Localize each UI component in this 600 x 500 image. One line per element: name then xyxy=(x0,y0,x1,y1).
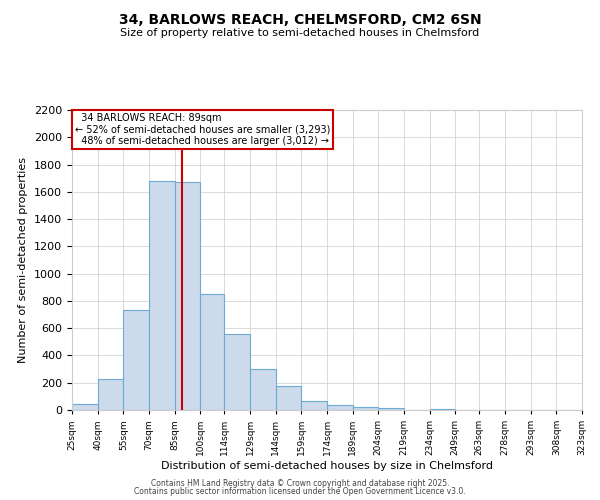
Bar xyxy=(301,401,327,410)
Bar xyxy=(175,182,200,410)
Bar xyxy=(72,404,98,410)
Bar xyxy=(149,181,175,410)
Text: Contains HM Land Registry data © Crown copyright and database right 2025.: Contains HM Land Registry data © Crown c… xyxy=(151,478,449,488)
Text: 34 BARLOWS REACH: 89sqm
← 52% of semi-detached houses are smaller (3,293)
  48% : 34 BARLOWS REACH: 89sqm ← 52% of semi-de… xyxy=(74,113,330,146)
Text: Contains public sector information licensed under the Open Government Licence v3: Contains public sector information licen… xyxy=(134,487,466,496)
Bar xyxy=(98,380,124,410)
Bar xyxy=(124,310,149,410)
Bar xyxy=(275,386,301,410)
Y-axis label: Number of semi-detached properties: Number of semi-detached properties xyxy=(19,157,28,363)
Bar xyxy=(379,408,404,410)
Bar xyxy=(430,408,455,410)
X-axis label: Distribution of semi-detached houses by size in Chelmsford: Distribution of semi-detached houses by … xyxy=(161,461,493,471)
Bar xyxy=(224,334,250,410)
Bar xyxy=(327,404,353,410)
Bar xyxy=(200,294,224,410)
Text: Size of property relative to semi-detached houses in Chelmsford: Size of property relative to semi-detach… xyxy=(121,28,479,38)
Bar xyxy=(250,369,275,410)
Text: 34, BARLOWS REACH, CHELMSFORD, CM2 6SN: 34, BARLOWS REACH, CHELMSFORD, CM2 6SN xyxy=(119,12,481,26)
Bar xyxy=(353,406,379,410)
